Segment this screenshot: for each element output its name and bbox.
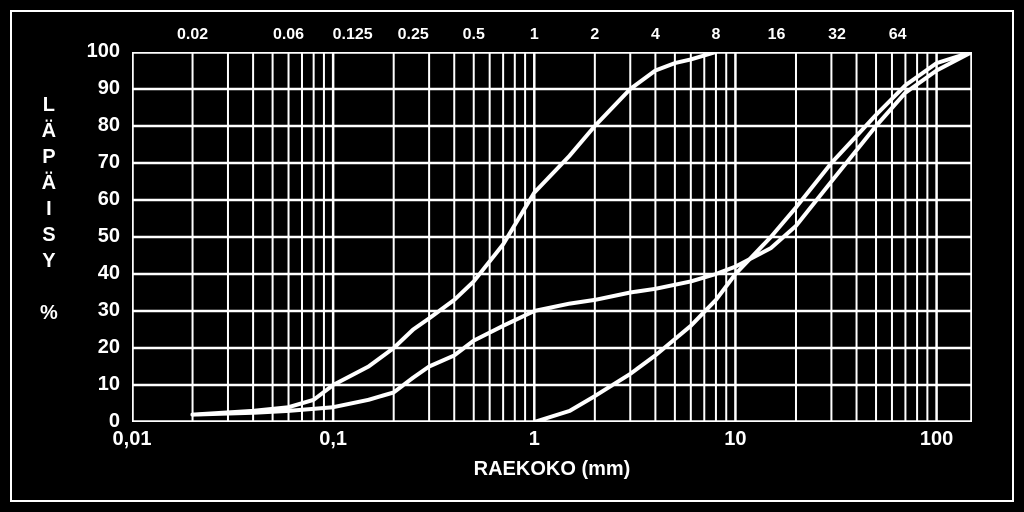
y-tick-label: 80 xyxy=(98,114,120,137)
x-tick-label: 1 xyxy=(504,428,564,451)
x-tick-label: 100 xyxy=(907,428,967,451)
x-top-tick-label: 0.5 xyxy=(446,26,502,44)
x-tick-label: 0,1 xyxy=(303,428,363,451)
chart-svg xyxy=(132,52,972,422)
y-axis-title: LÄPÄISY % xyxy=(40,92,58,326)
y-tick-label: 90 xyxy=(98,77,120,100)
x-top-tick-label: 4 xyxy=(627,26,683,44)
x-top-tick-label: 32 xyxy=(809,26,865,44)
y-tick-label: 10 xyxy=(98,373,120,396)
x-tick-label: 0,01 xyxy=(102,428,162,451)
y-tick-label: 20 xyxy=(98,336,120,359)
y-tick-label: 40 xyxy=(98,262,120,285)
y-tick-label: 100 xyxy=(87,40,120,63)
chart-frame: LÄPÄISY % RAEKOKO (mm) 01020304050607080… xyxy=(10,10,1014,502)
x-top-tick-label: 0.25 xyxy=(385,26,441,44)
plot-area xyxy=(132,52,972,422)
x-top-tick-label: 2 xyxy=(567,26,623,44)
x-top-tick-label: 0.125 xyxy=(325,26,381,44)
y-tick-label: 30 xyxy=(98,299,120,322)
x-top-tick-label: 16 xyxy=(748,26,804,44)
y-tick-label: 70 xyxy=(98,151,120,174)
x-top-tick-label: 0.06 xyxy=(261,26,317,44)
x-top-tick-label: 64 xyxy=(870,26,926,44)
x-top-tick-label: 8 xyxy=(688,26,744,44)
x-tick-label: 10 xyxy=(705,428,765,451)
x-top-tick-label: 1 xyxy=(506,26,562,44)
y-tick-label: 50 xyxy=(98,225,120,248)
y-tick-label: 60 xyxy=(98,188,120,211)
x-top-tick-label: 0.02 xyxy=(165,26,221,44)
x-axis-title: RAEKOKO (mm) xyxy=(452,458,652,481)
